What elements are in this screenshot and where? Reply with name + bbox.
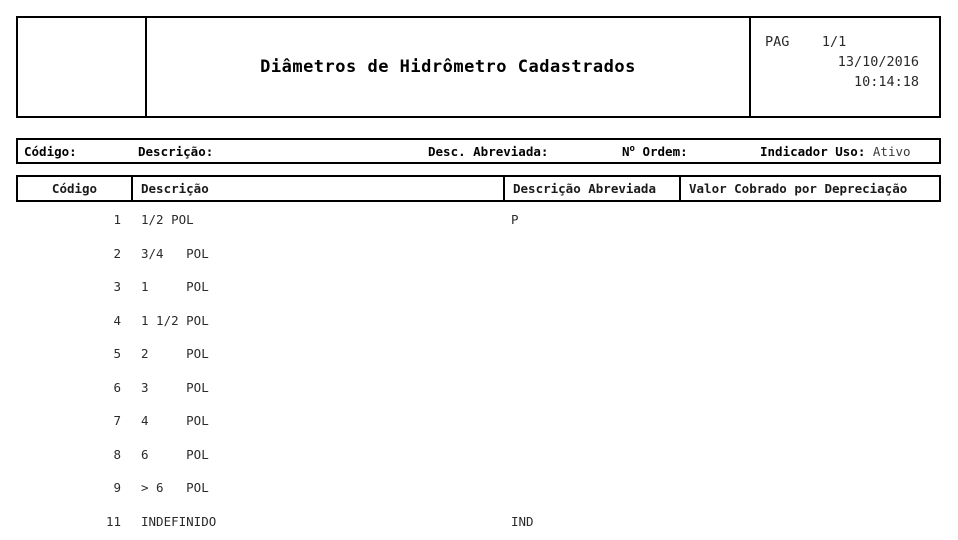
filter-desc-abreviada: Desc. Abreviada:: [428, 144, 548, 159]
cell-codigo: 7: [16, 413, 121, 428]
column-header-codigo: Código: [18, 177, 133, 200]
filter-indicador-uso-label: Indicador Uso:: [760, 144, 865, 159]
cell-descricao: 1 1/2 POL: [141, 313, 209, 328]
table-row[interactable]: 6 3 POL: [16, 373, 941, 407]
filter-codigo: Código:: [24, 144, 77, 159]
cell-descricao: 1/2 POL: [141, 212, 194, 227]
cell-descricao-abreviada: P: [511, 212, 519, 227]
filter-desc-abreviada-label: Desc. Abreviada:: [428, 144, 548, 159]
cell-codigo: 2: [16, 246, 121, 261]
cell-descricao: 2 POL: [141, 346, 209, 361]
filter-descricao: Descrição:: [138, 144, 213, 159]
column-header-descricao-abreviada: Descrição Abreviada: [505, 177, 681, 200]
table-row[interactable]: 3 1 POL: [16, 272, 941, 306]
page-number-line: PAG 1/1: [751, 32, 923, 52]
filter-descricao-label: Descrição:: [138, 144, 213, 159]
header-title-cell: Diâmetros de Hidrômetro Cadastrados: [147, 18, 751, 116]
filter-codigo-label: Código:: [24, 144, 77, 159]
cell-descricao: 1 POL: [141, 279, 209, 294]
header-meta-cell: PAG 1/1 13/10/2016 10:14:18: [751, 18, 939, 116]
filter-indicador-uso: Indicador Uso: Ativo: [760, 144, 911, 159]
report-date: 13/10/2016: [751, 52, 923, 72]
table-row[interactable]: 4 1 1/2 POL: [16, 306, 941, 340]
cell-descricao: 4 POL: [141, 413, 209, 428]
filter-indicador-uso-value: Ativo: [865, 144, 910, 159]
page-title: Diâmetros de Hidrômetro Cadastrados: [260, 57, 636, 77]
page-value: 1/1: [822, 34, 846, 50]
cell-codigo: 1: [16, 212, 121, 227]
report-header-box: Diâmetros de Hidrômetro Cadastrados PAG …: [16, 16, 941, 118]
table-row[interactable]: 11 INDEFINIDO IND: [16, 507, 941, 540]
filter-num-ordem: No Ordem:: [622, 144, 688, 159]
table-column-headers: Código Descrição Descrição Abreviada Val…: [16, 175, 941, 202]
table-row[interactable]: 2 3/4 POL: [16, 239, 941, 273]
column-header-descricao: Descrição: [133, 177, 505, 200]
cell-descricao: 6 POL: [141, 447, 209, 462]
cell-codigo: 5: [16, 346, 121, 361]
report-time: 10:14:18: [751, 72, 923, 92]
header-logo-cell: [18, 18, 147, 116]
cell-codigo: 6: [16, 380, 121, 395]
table-row[interactable]: 1 1/2 POL P: [16, 205, 941, 239]
column-header-valor-cobrado: Valor Cobrado por Depreciação: [681, 177, 939, 200]
cell-descricao: > 6 POL: [141, 480, 209, 495]
filter-criteria-bar: Código: Descrição: Desc. Abreviada: No O…: [16, 138, 941, 164]
cell-descricao-abreviada: IND: [511, 514, 534, 529]
cell-codigo: 9: [16, 480, 121, 495]
cell-codigo: 4: [16, 313, 121, 328]
cell-descricao: INDEFINIDO: [141, 514, 216, 529]
cell-descricao: 3 POL: [141, 380, 209, 395]
table-row[interactable]: 9 > 6 POL: [16, 473, 941, 507]
cell-codigo: 8: [16, 447, 121, 462]
table-row[interactable]: 7 4 POL: [16, 406, 941, 440]
filter-num-ordem-label-pre: N: [622, 144, 630, 159]
table-body: 1 1/2 POL P 2 3/4 POL 3 1 POL 4 1 1/2 POL 5 2 POL 6…: [16, 205, 941, 540]
cell-descricao: 3/4 POL: [141, 246, 209, 261]
filter-num-ordem-label-post: Ordem:: [635, 144, 688, 159]
cell-codigo: 11: [16, 514, 121, 529]
table-row[interactable]: 5 2 POL: [16, 339, 941, 373]
cell-codigo: 3: [16, 279, 121, 294]
table-row[interactable]: 8 6 POL: [16, 440, 941, 474]
page-label: PAG: [765, 34, 789, 50]
